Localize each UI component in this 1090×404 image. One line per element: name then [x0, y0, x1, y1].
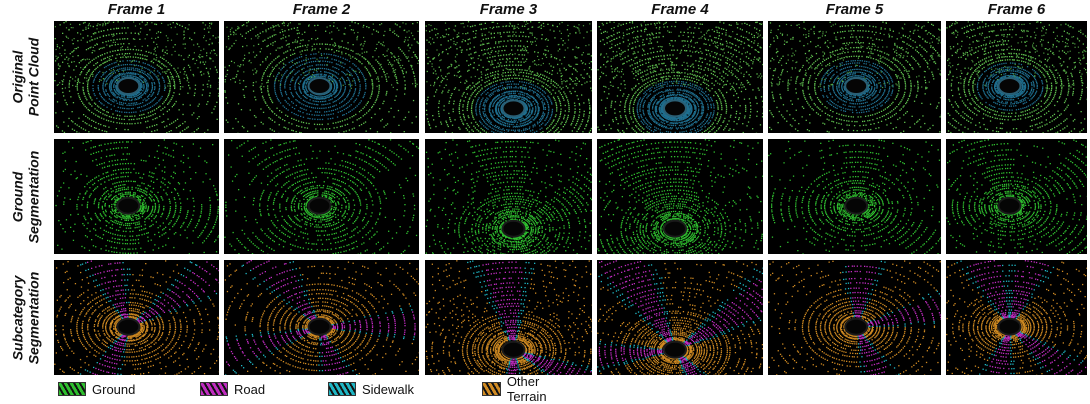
column-title-6: Frame 6	[946, 0, 1087, 20]
sensor-vehicle-mark	[309, 78, 331, 94]
sensor-vehicle-mark	[664, 100, 686, 116]
panel-original-frame-3	[425, 21, 592, 133]
row-title-label: Subcategory Segmentation	[9, 271, 41, 364]
sensor-vehicle-mark	[309, 319, 331, 335]
point-cloud-image	[597, 139, 763, 254]
panel-ground-frame-1	[54, 139, 219, 254]
legend-label: Road	[234, 382, 265, 397]
point-cloud-image	[597, 260, 763, 375]
point-cloud-image	[597, 21, 763, 133]
panel-ground-frame-3	[425, 139, 592, 254]
panel-subcategory-frame-5	[768, 260, 941, 375]
panel-subcategory-frame-1	[54, 260, 219, 375]
sensor-vehicle-mark	[845, 78, 867, 94]
legend-label: Ground	[92, 382, 135, 397]
legend-swatch-sidewalk	[328, 382, 356, 396]
point-cloud-image	[768, 139, 941, 254]
panel-subcategory-frame-2	[224, 260, 419, 375]
panel-original-frame-1	[54, 21, 219, 133]
row-title-2: Ground Segmentation	[0, 139, 50, 254]
sensor-vehicle-mark	[845, 319, 867, 335]
sensor-vehicle-mark	[664, 342, 686, 358]
sensor-vehicle-mark	[503, 100, 525, 116]
panel-ground-frame-2	[224, 139, 419, 254]
legend-item-road: Road	[200, 382, 265, 397]
panel-original-frame-2	[224, 21, 419, 133]
legend-item-sidewalk: Sidewalk	[328, 382, 414, 397]
point-cloud-points	[55, 139, 219, 254]
column-title-4: Frame 4	[597, 0, 763, 20]
point-cloud-image	[946, 139, 1087, 254]
point-cloud-image	[768, 260, 941, 375]
column-title-3: Frame 3	[425, 0, 592, 20]
legend-item-ground: Ground	[58, 382, 135, 397]
sensor-vehicle-mark	[117, 78, 139, 94]
point-cloud-points	[946, 260, 1087, 375]
sensor-vehicle-mark	[664, 221, 686, 237]
panel-original-frame-6	[946, 21, 1087, 133]
point-cloud-image	[54, 139, 219, 254]
column-title-5: Frame 5	[768, 0, 941, 20]
panel-ground-frame-4	[597, 139, 763, 254]
column-title-2: Frame 2	[224, 0, 419, 20]
sensor-vehicle-mark	[117, 319, 139, 335]
point-cloud-image	[54, 260, 219, 375]
sensor-vehicle-mark	[309, 198, 331, 214]
sensor-vehicle-mark	[503, 342, 525, 358]
row-title-3: Subcategory Segmentation	[0, 260, 50, 375]
row-title-label: Ground Segmentation	[9, 150, 41, 243]
point-cloud-image	[946, 21, 1087, 133]
sensor-vehicle-mark	[999, 198, 1021, 214]
point-cloud-points	[225, 260, 419, 375]
panel-original-frame-4	[597, 21, 763, 133]
point-cloud-points	[768, 140, 941, 255]
row-title-1: Original Point Cloud	[0, 21, 50, 133]
column-title-1: Frame 1	[54, 0, 219, 20]
point-cloud-image	[224, 260, 419, 375]
point-cloud-image	[224, 139, 419, 254]
panel-original-frame-5	[768, 21, 941, 133]
point-cloud-image	[54, 21, 219, 133]
sensor-vehicle-mark	[117, 198, 139, 214]
sensor-vehicle-mark	[999, 319, 1021, 335]
point-cloud-points	[54, 21, 219, 133]
panel-subcategory-frame-4	[597, 260, 763, 375]
point-cloud-points	[224, 139, 419, 254]
legend-label: Sidewalk	[362, 382, 414, 397]
legend-swatch-other-terrain	[482, 382, 501, 396]
sensor-vehicle-mark	[999, 78, 1021, 94]
point-cloud-points	[224, 21, 419, 133]
sensor-vehicle-mark	[845, 198, 867, 214]
point-cloud-points	[946, 139, 1087, 254]
panel-subcategory-frame-6	[946, 260, 1087, 375]
point-cloud-image	[425, 260, 592, 375]
point-cloud-points	[946, 21, 1087, 133]
panel-ground-frame-5	[768, 139, 941, 254]
sensor-vehicle-mark	[503, 221, 525, 237]
row-title-label: Original Point Cloud	[9, 38, 41, 117]
point-cloud-points	[768, 260, 941, 375]
point-cloud-image	[425, 21, 592, 133]
panel-ground-frame-6	[946, 139, 1087, 254]
panel-subcategory-frame-3	[425, 260, 592, 375]
point-cloud-image	[768, 21, 941, 133]
point-cloud-points	[54, 260, 219, 375]
point-cloud-image	[224, 21, 419, 133]
point-cloud-image	[425, 139, 592, 254]
legend-swatch-ground	[58, 382, 86, 396]
point-cloud-image	[946, 260, 1087, 375]
legend-swatch-road	[200, 382, 228, 396]
